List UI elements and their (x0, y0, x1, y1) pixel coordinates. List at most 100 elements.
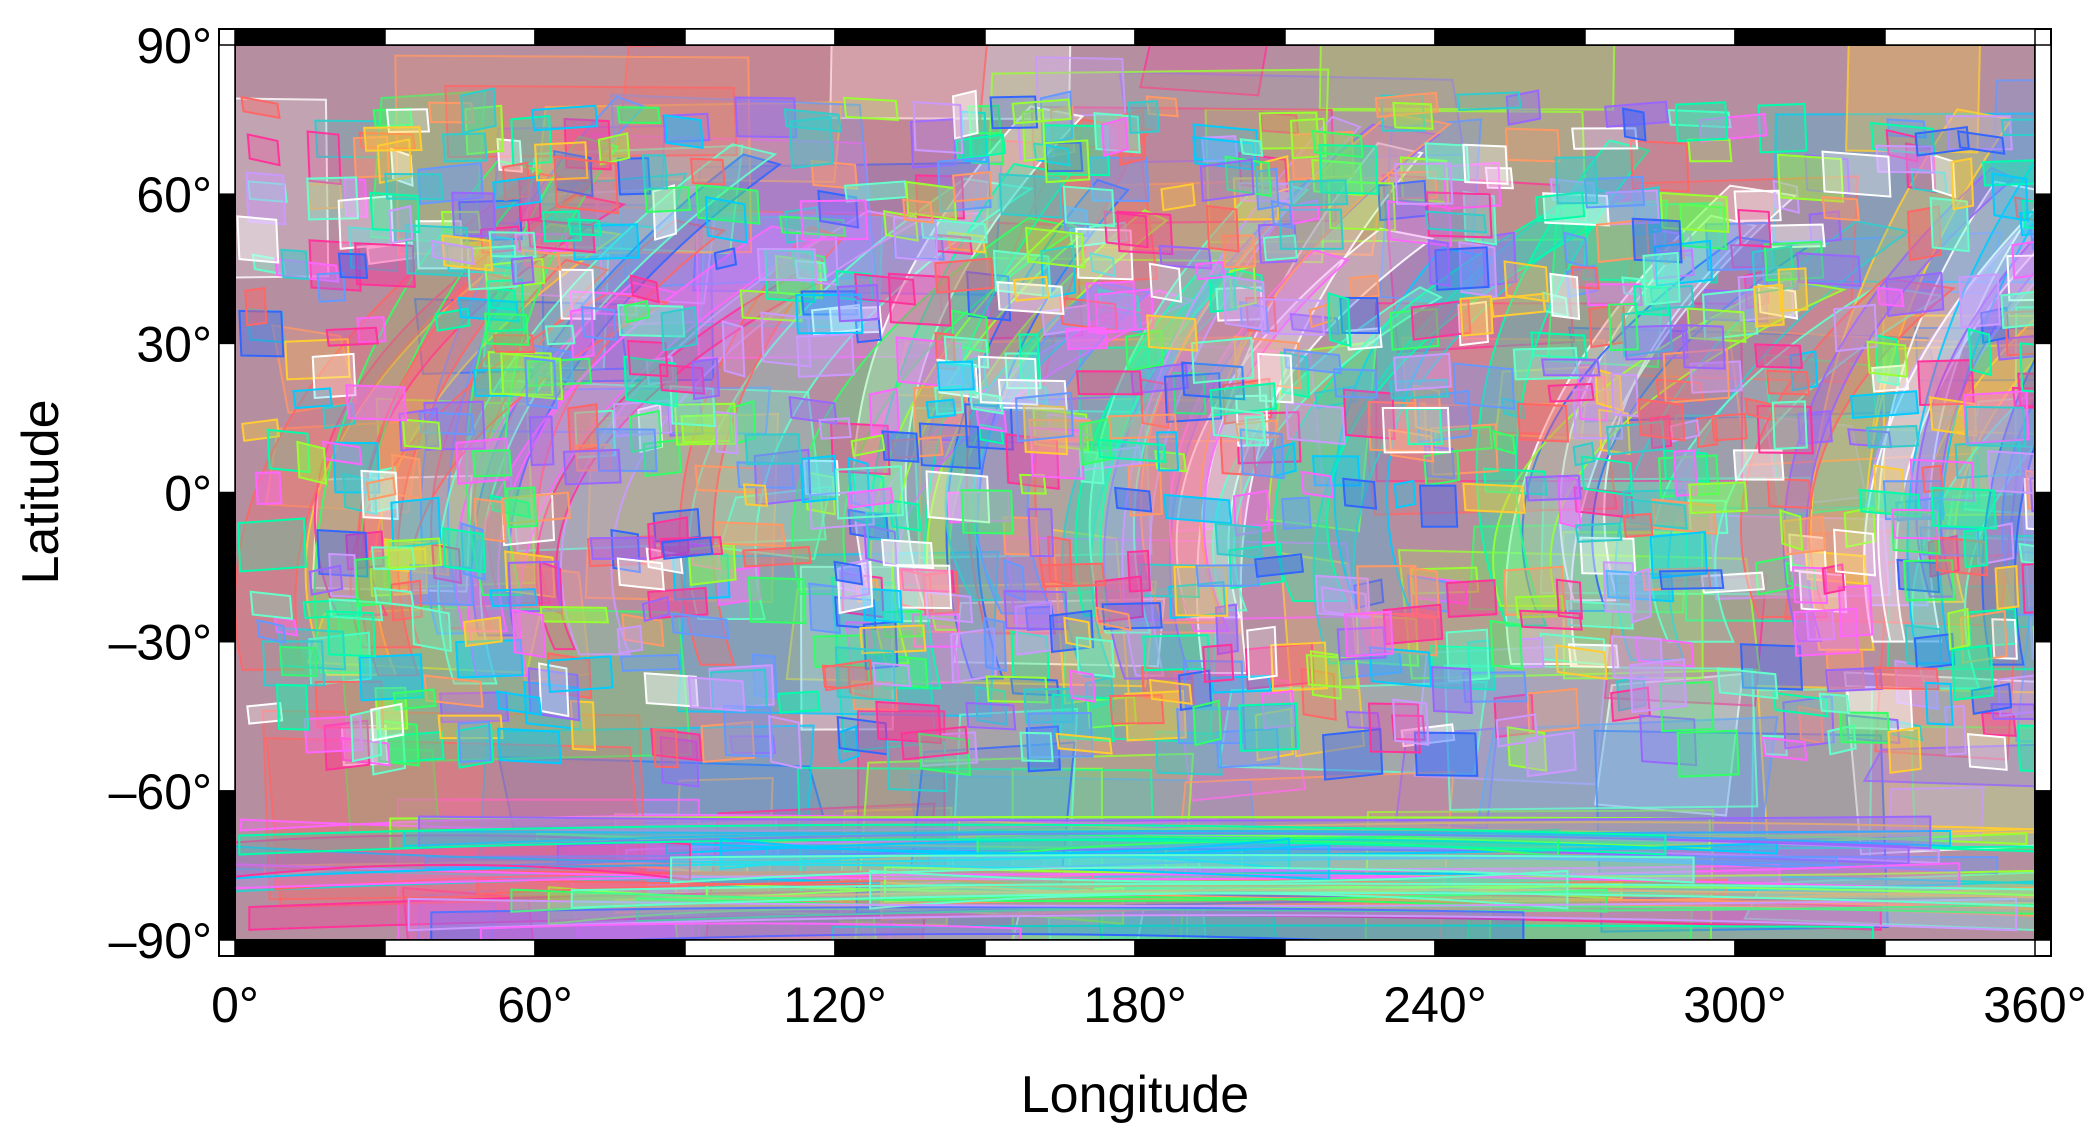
footprint-frame (623, 299, 650, 324)
footprint-frame (1246, 625, 1278, 681)
footprint-swath (591, 133, 879, 327)
map-frame (218, 28, 2052, 957)
footprint-frame (1930, 153, 1957, 199)
footprint-frame (788, 115, 834, 170)
frame-bar-top (1284, 28, 1436, 46)
frame-bar-right (2034, 193, 2052, 345)
footprint-frame (1393, 352, 1453, 392)
footprint-frame (1776, 153, 1845, 203)
footprint-frame (279, 645, 319, 678)
footprint-frame (700, 720, 756, 763)
footprint-frame (1011, 98, 1072, 125)
footprint-frame (777, 690, 821, 714)
footprint-frame (1557, 473, 1582, 530)
footprint-frame (1796, 252, 1862, 287)
footprint-frame (1777, 267, 1809, 312)
footprint-frame (1022, 403, 1069, 456)
footprint-frame (1489, 619, 1524, 671)
footprint-frame (616, 106, 662, 125)
footprint-frame (430, 239, 475, 266)
footprint-arc (1740, 277, 1956, 618)
footprint-frame (1516, 402, 1570, 443)
footprint-frame (1311, 130, 1364, 159)
footprint-arc (356, 269, 520, 677)
footprint-frame (670, 612, 730, 640)
footprint-frame (788, 396, 838, 425)
footprint-frame (1761, 736, 1808, 762)
footprint-frame (925, 470, 991, 524)
footprint-frame (1238, 702, 1300, 752)
footprint-frame (900, 568, 956, 593)
footprint-frame (526, 357, 593, 388)
footprint-frame (708, 664, 775, 710)
footprint-frame (1950, 157, 1975, 211)
footprint-frame (1687, 138, 1733, 163)
footprint-frame (902, 198, 934, 224)
footprint-frame (1793, 607, 1859, 657)
frame-bar-top (234, 28, 386, 46)
footprint-frame (866, 652, 929, 689)
frame-bar-bottom (534, 939, 686, 957)
footprint-frame (358, 653, 424, 702)
footprint-frame (1195, 564, 1260, 587)
footprint-frame (1349, 274, 1381, 300)
footprint-frame (442, 527, 487, 574)
footprint-frame (1871, 364, 1910, 393)
footprint-frame (1913, 632, 1956, 670)
polar-band (235, 834, 691, 881)
footprint-arc (925, 209, 1169, 631)
footprint-frame (804, 471, 836, 516)
footprint-frame (722, 704, 774, 758)
footprint-arc (454, 281, 679, 633)
footprint-frame (1065, 326, 1109, 350)
footprint-frame (1332, 368, 1379, 399)
footprint-frame (1621, 107, 1647, 142)
footprint-frame (457, 720, 492, 764)
footprint-frame (1951, 644, 1994, 702)
frame-bar-right (2034, 640, 2052, 792)
footprint-frame (742, 483, 769, 507)
footprint-frame (1311, 455, 1361, 487)
frame-bar-top (1884, 28, 2036, 46)
footprint-frame (441, 132, 488, 163)
footprint-frame (734, 96, 798, 139)
footprint-frame (528, 415, 555, 467)
footprint-frame (1628, 567, 1652, 624)
footprint-swath (1862, 743, 2035, 788)
footprint-frame (345, 384, 408, 422)
footprint-frame (1818, 692, 1851, 714)
footprint-frame (244, 286, 268, 327)
footprint-frame (1503, 260, 1550, 303)
footprint-frame (1490, 292, 1546, 318)
footprint-swath (235, 97, 330, 279)
footprint-frame (836, 560, 874, 615)
footprint-frame (1130, 362, 1189, 395)
frame-bar-top (684, 28, 836, 46)
footprint-frame (905, 180, 958, 221)
footprint-frame (1012, 275, 1050, 302)
footprint-frame (1711, 412, 1748, 442)
footprint-frame (1676, 729, 1740, 778)
footprint-frame (1554, 156, 1599, 205)
footprint-frame (808, 582, 841, 635)
footprint-frame (532, 344, 575, 383)
footprint-frame (1322, 728, 1384, 781)
footprint-frame (1343, 610, 1394, 658)
footprint-frame (1320, 586, 1369, 620)
footprint-frame (1621, 306, 1673, 358)
footprint-frame (1055, 732, 1113, 755)
footprint-frame (1921, 464, 1944, 493)
footprint-frame (1505, 89, 1542, 126)
footprint-frame (1583, 175, 1646, 209)
frame-bar-bottom (234, 939, 386, 957)
footprint-frame (1289, 312, 1341, 335)
footprint-frame (2018, 542, 2035, 565)
y-tick-label: –90° (109, 913, 212, 969)
footprint-frame (689, 157, 726, 186)
footprint-frame (909, 118, 957, 169)
footprint-frame (1391, 714, 1426, 741)
footprint-frame (1572, 441, 1596, 467)
footprint-frame (1502, 565, 1566, 617)
footprint-frame (1462, 482, 1526, 514)
footprint-frame (369, 191, 421, 234)
